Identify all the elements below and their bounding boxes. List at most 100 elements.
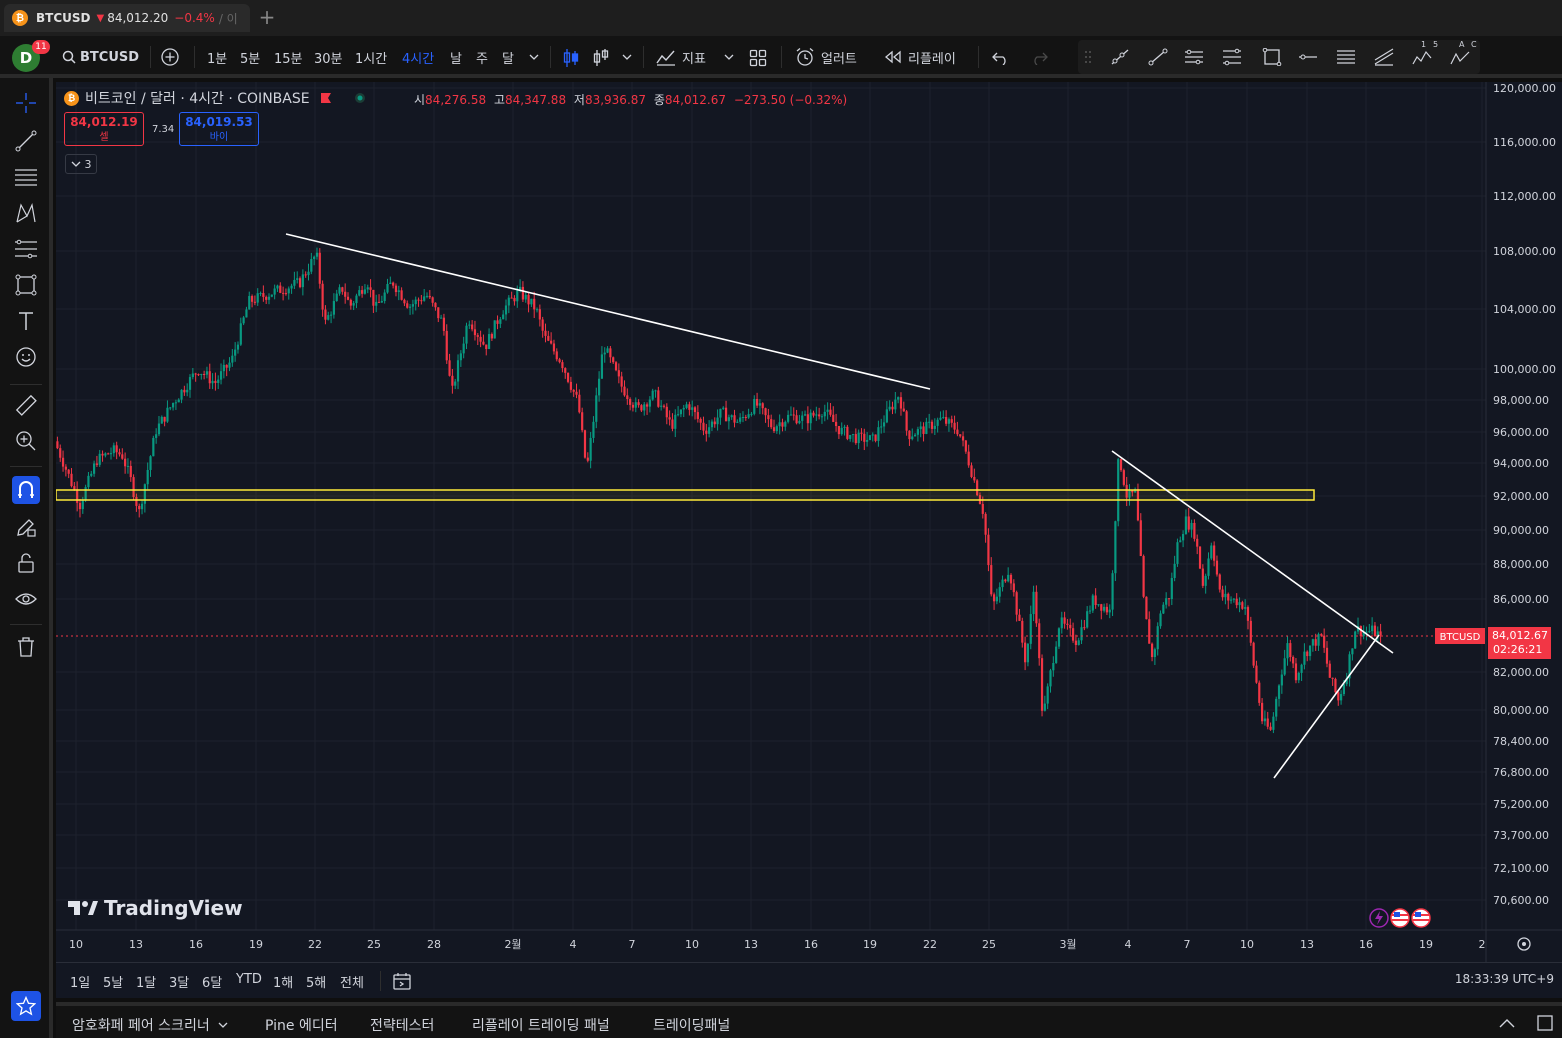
timeframe-1m[interactable]: 1분 <box>207 52 228 67</box>
candle-body <box>183 389 186 393</box>
candle-body <box>1232 598 1235 600</box>
candle-body <box>155 434 158 438</box>
candle-body <box>538 309 541 320</box>
maximize-panel-icon[interactable] <box>1536 1014 1554 1032</box>
timeframe-1h[interactable]: 1시간 <box>355 52 388 67</box>
range-1m[interactable]: 1달 <box>136 976 157 991</box>
trend-line-icon[interactable] <box>1148 48 1168 66</box>
replay-button[interactable]: 리플레이 <box>884 36 956 78</box>
lock-drawings-tool[interactable] <box>13 550 39 576</box>
browser-tab[interactable]: ₿ BTCUSD ▼ 84,012.20 −0.4% / 이 <box>4 4 250 32</box>
range-1y[interactable]: 1해 <box>273 976 294 991</box>
candle-body <box>1371 625 1374 632</box>
candle-body <box>242 317 245 324</box>
sell-button[interactable]: 84,012.19 셀 <box>64 112 144 146</box>
measure-tool[interactable] <box>13 392 39 418</box>
undo-icon[interactable] <box>992 49 1010 65</box>
candle-body <box>815 414 818 416</box>
crosshair-tool[interactable] <box>13 90 39 116</box>
range-6m[interactable]: 6달 <box>202 976 223 991</box>
candle-body <box>1289 643 1292 658</box>
candle-body <box>654 390 657 392</box>
candle-body <box>135 496 138 506</box>
remove-drawings-tool[interactable] <box>13 634 39 660</box>
timeframe-5m[interactable]: 5분 <box>240 52 261 67</box>
timeframe-15m[interactable]: 15분 <box>274 52 303 67</box>
timezone-clock[interactable]: 18:33:39 UTC+9 <box>1454 972 1554 986</box>
tab-crypto-screener[interactable]: 암호화페 페어 스크리너 <box>72 1015 228 1035</box>
layout-grid-icon[interactable] <box>749 49 767 67</box>
indicators-button[interactable]: 지표 <box>656 36 706 78</box>
horizontal-ray-icon[interactable] <box>1298 48 1318 66</box>
price-tick-label: 92,000.00 <box>1493 490 1549 503</box>
zoom-in-tool[interactable] <box>13 428 39 454</box>
tab-trading-panel[interactable]: 트레이딩패널 <box>653 1018 731 1034</box>
timeframe-day[interactable]: 날 <box>450 52 462 67</box>
settings-gear-icon[interactable] <box>1517 937 1531 951</box>
favorites-button[interactable] <box>11 991 41 1021</box>
event-icons[interactable] <box>1369 908 1431 928</box>
calendar-goto-icon[interactable] <box>392 971 412 991</box>
candle-body <box>236 344 240 350</box>
candle-body <box>1049 670 1052 687</box>
tab-replay-trading-panel[interactable]: 리플레이 트레이딩 패널 <box>472 1018 610 1034</box>
tab-pine-editor[interactable]: Pine 에디터 <box>265 1018 338 1034</box>
fib-tool-icon[interactable] <box>1222 48 1242 66</box>
indicator-legend-toggle[interactable]: 3 <box>65 154 97 174</box>
icon-tool[interactable] <box>13 344 39 370</box>
range-5d[interactable]: 5날 <box>103 976 124 991</box>
range-ytd[interactable]: YTD <box>236 972 262 987</box>
flag-icon[interactable] <box>320 92 332 104</box>
timeframe-30m[interactable]: 30분 <box>314 52 343 67</box>
candle-body <box>597 378 601 396</box>
time-tick-label: 7 <box>629 938 636 951</box>
rectangle-tool-icon[interactable] <box>1262 48 1282 66</box>
candle-body <box>1263 718 1267 722</box>
chevron-down-icon[interactable] <box>621 52 633 62</box>
fib-retracement-tool[interactable] <box>13 164 39 190</box>
chart-area[interactable]: 120,000.00 116,000.00 112,000.00 108,000.00… <box>56 82 1562 998</box>
pitchfork-tool-icon[interactable] <box>1374 48 1394 66</box>
trend-line-tool[interactable] <box>13 128 39 154</box>
drag-handle-icon[interactable] <box>1084 49 1092 65</box>
range-5y[interactable]: 5해 <box>306 976 327 991</box>
pattern-tool[interactable] <box>13 200 39 226</box>
range-all[interactable]: 전체 <box>340 976 364 991</box>
abc-pattern-icon[interactable] <box>1450 48 1470 66</box>
hide-drawings-tool[interactable] <box>13 586 39 612</box>
chevron-down-icon[interactable] <box>723 52 735 62</box>
price-chart[interactable]: 120,000.00 116,000.00 112,000.00 108,000.00… <box>56 82 1562 962</box>
shape-tool[interactable] <box>13 272 39 298</box>
tab-strategy-tester[interactable]: 전략테스터 <box>370 1018 435 1034</box>
candle-body <box>1297 672 1300 681</box>
chevron-up-icon[interactable] <box>1498 1017 1516 1029</box>
bar-style-icon[interactable] <box>592 48 610 68</box>
bitcoin-icon: ₿ <box>64 90 79 106</box>
new-tab-button[interactable]: + <box>258 5 276 29</box>
compare-symbol-button[interactable] <box>160 36 180 78</box>
timeframe-month[interactable]: 달 <box>502 52 514 67</box>
candle-body <box>1088 610 1092 612</box>
keep-drawing-tool[interactable] <box>13 514 39 540</box>
ray-tool-icon[interactable] <box>1110 48 1130 66</box>
candle-body <box>380 300 383 303</box>
alert-button[interactable]: 얼러트 <box>795 36 857 78</box>
candles-chart-type-icon[interactable] <box>562 48 580 68</box>
chevron-down-icon[interactable] <box>528 52 540 62</box>
timeframe-week[interactable]: 주 <box>476 52 488 67</box>
parallel-channel-icon[interactable] <box>1184 48 1204 66</box>
symbol-search-button[interactable]: BTCUSD <box>62 36 139 78</box>
timeframe-4h[interactable]: 4시간 <box>402 52 435 67</box>
chart-title[interactable]: ₿ 비트코인 / 달러 · 4시간 · COINBASE <box>64 88 366 108</box>
redo-icon[interactable] <box>1030 49 1048 65</box>
range-3m[interactable]: 3달 <box>169 976 190 991</box>
buy-button[interactable]: 84,019.53 바이 <box>179 112 259 146</box>
text-tool[interactable] <box>13 308 39 334</box>
range-1d[interactable]: 1일 <box>70 976 91 991</box>
elliott-wave-icon[interactable] <box>1412 48 1432 66</box>
lines-tool-icon[interactable] <box>1336 48 1356 66</box>
magnet-tool[interactable] <box>12 476 40 504</box>
chart-grid <box>56 82 1486 930</box>
prediction-tool[interactable] <box>13 236 39 262</box>
candle-body <box>1040 658 1044 711</box>
